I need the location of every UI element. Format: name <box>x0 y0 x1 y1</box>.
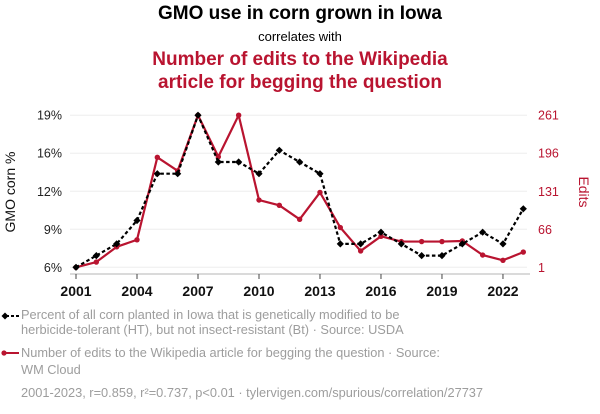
data-point-edits <box>93 259 100 265</box>
legend-circle-marker <box>1 350 7 356</box>
data-point-gmo <box>275 146 283 154</box>
data-point-gmo <box>72 263 80 271</box>
data-point-gmo <box>438 252 446 260</box>
x-tick-label: 2016 <box>365 283 396 299</box>
data-point-gmo <box>194 111 202 119</box>
data-point-edits <box>378 233 384 239</box>
data-point-edits <box>337 224 344 231</box>
data-point-edits <box>357 248 364 254</box>
data-point-gmo <box>397 240 405 248</box>
data-point-gmo <box>418 252 426 260</box>
legend-item-gmo-line-1: Percent of all corn planted in Iowa that… <box>21 307 400 322</box>
legend-icon-gmo <box>1 312 19 320</box>
y-right-axis-title: Edits <box>576 176 592 207</box>
y-right-tick-label: 1 <box>538 261 545 275</box>
x-tick-label: 2004 <box>121 283 152 299</box>
data-point-gmo <box>133 216 141 225</box>
x-tick-label: 2001 <box>60 283 91 299</box>
legend-item-edits-line-2: WM Cloud <box>21 362 81 377</box>
y-left-axis-title: GMO corn % <box>2 152 18 233</box>
data-point-edits <box>439 238 445 245</box>
y-left-tick-label: 16% <box>37 147 62 161</box>
data-point-edits <box>479 252 486 258</box>
data-point-gmo <box>336 240 344 248</box>
x-tick-label: 2007 <box>182 283 213 299</box>
chart-title: GMO use in corn grown in Iowa <box>158 3 442 24</box>
chart-title-connector: correlates with <box>258 29 342 44</box>
y-left-tick-label: 6% <box>44 261 62 275</box>
x-tick-label: 2013 <box>304 283 335 299</box>
y-right-tick-label: 131 <box>538 185 559 199</box>
x-tick-label: 2019 <box>426 283 457 299</box>
data-point-edits <box>154 154 161 161</box>
data-point-edits <box>235 112 242 118</box>
y-left-tick-label: 12% <box>37 185 62 199</box>
x-tick-label: 2022 <box>487 283 518 299</box>
data-point-gmo <box>458 240 466 248</box>
data-point-gmo <box>296 158 304 166</box>
data-point-gmo <box>499 240 507 248</box>
data-point-gmo <box>357 240 365 248</box>
chart-subtitle-line-2: article for begging the question <box>158 72 442 93</box>
data-point-edits <box>276 202 283 208</box>
data-point-edits <box>134 237 140 243</box>
data-point-edits <box>296 216 303 223</box>
data-point-edits <box>418 238 425 245</box>
data-point-edits <box>520 249 526 255</box>
y-left-tick-label: 9% <box>44 223 62 237</box>
axes: 6% 9% 12% 16% 19% 1 66 131 196 261 2001 2004 2007 201… <box>2 109 592 299</box>
data-point-gmo <box>316 170 324 178</box>
y-right-tick-label: 261 <box>538 109 559 123</box>
x-tick-label: 2010 <box>243 283 274 299</box>
y-right-tick-label: 196 <box>538 147 559 161</box>
y-left-tick-label: 19% <box>37 109 62 123</box>
data-point-gmo <box>235 158 243 166</box>
y-right-tick-label: 66 <box>538 223 552 237</box>
data-point-gmo <box>174 170 182 178</box>
data-point-edits <box>256 197 262 203</box>
chart-plot: 6% 9% 12% 16% 19% 1 66 131 196 261 2001 2004 2007 201… <box>2 109 592 299</box>
data-point-edits <box>500 257 506 263</box>
data-point-gmo <box>153 170 161 178</box>
correlation-footer: 2001-2023, r=0.859, r²=0.737, p<0.01 · t… <box>21 385 484 400</box>
legend-item-gmo-line-2: herbicide-tolerant (HT), but not insect-… <box>21 322 404 337</box>
legend-diamond-marker <box>1 312 9 320</box>
legend-item-edits-line-1: Number of edits to the Wikipedia article… <box>21 345 440 360</box>
data-point-gmo <box>377 228 385 236</box>
legend-icon-edits <box>1 350 19 356</box>
chart-subtitle-line-1: Number of edits to the Wikipedia <box>152 49 448 70</box>
data-point-edits <box>317 189 323 196</box>
series-layer <box>72 111 527 271</box>
data-point-gmo <box>255 170 263 178</box>
data-point-gmo <box>113 240 121 248</box>
data-point-gmo <box>479 228 487 236</box>
data-point-gmo <box>519 205 527 213</box>
gridlines <box>70 114 527 268</box>
data-point-gmo <box>92 252 100 260</box>
data-point-gmo <box>214 158 222 166</box>
